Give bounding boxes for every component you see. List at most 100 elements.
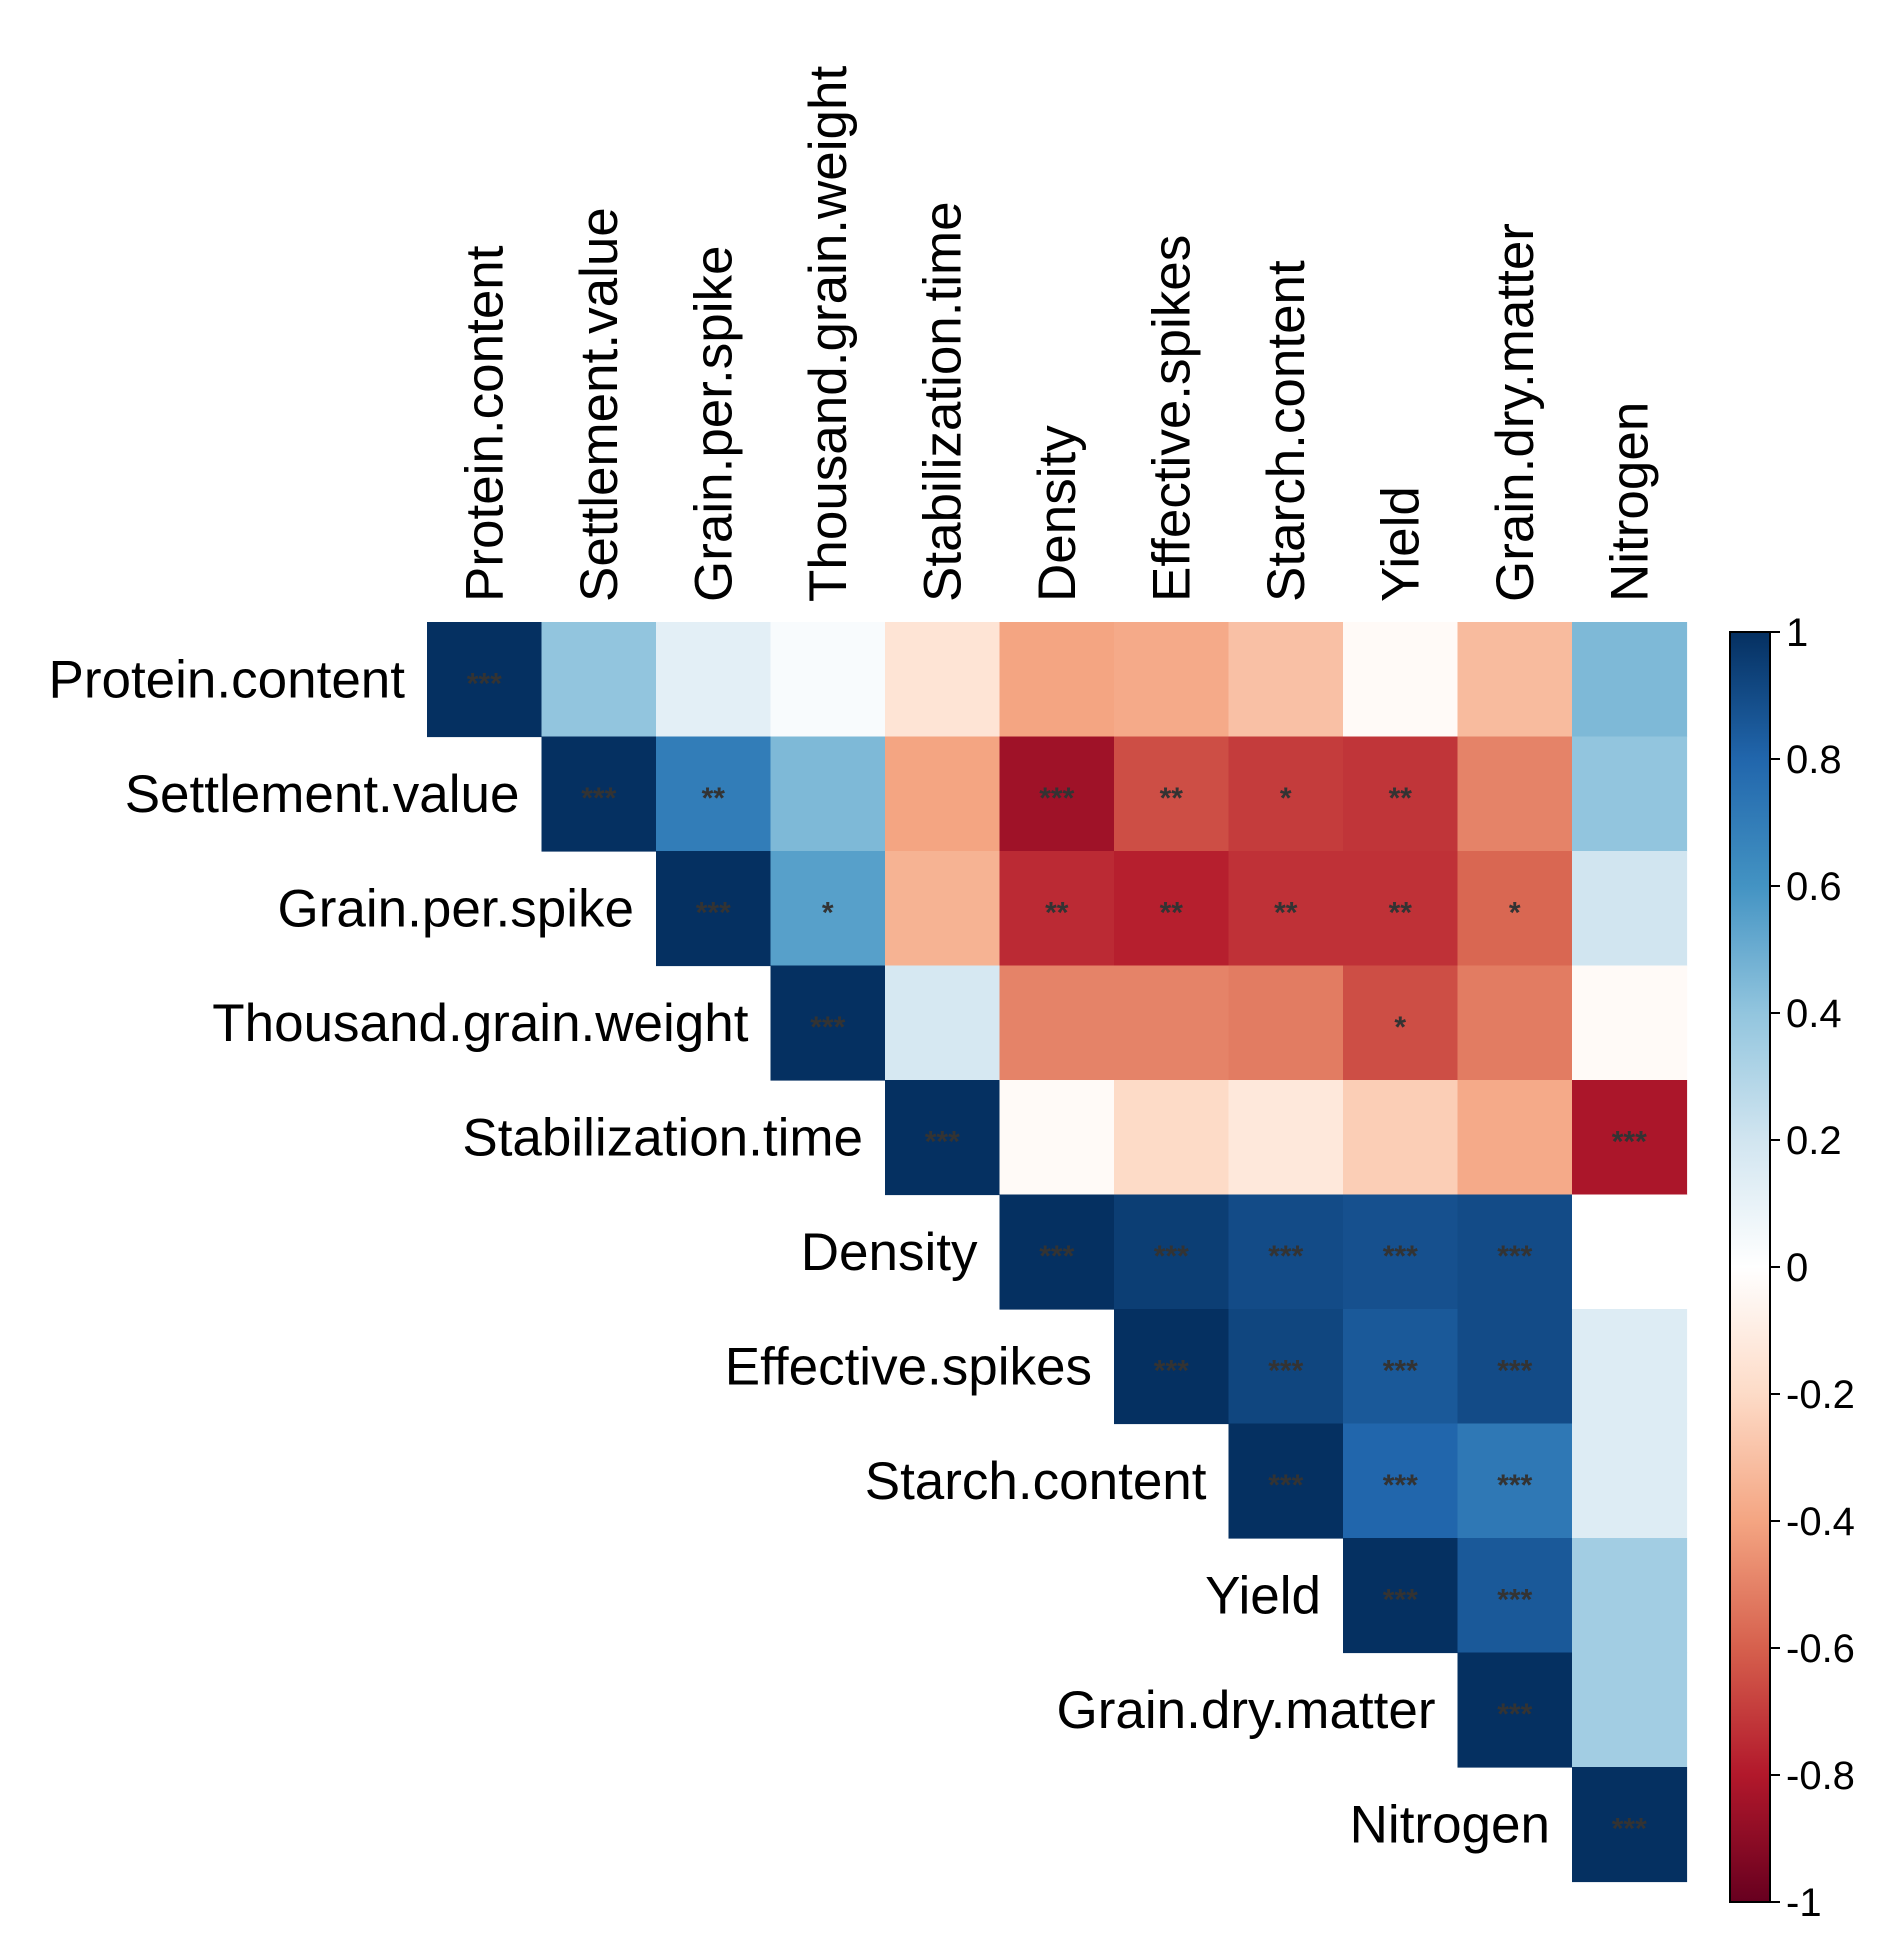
sig-Effective.spikes-Yield: *** [1383,1354,1418,1387]
column-labels: Protein.content Settlement.value Grain.per… [455,65,1659,602]
sig-Effective.spikes-Effective.spikes: *** [1154,1354,1189,1387]
cell-Effective.spikes-Starch.content [1228,1309,1344,1425]
cell-Thousand.grain.weight-Density [999,965,1115,1081]
cell-Grain.per.spike-Starch.content [1228,851,1344,967]
significance-marks: ****** ** *** ** * ***** * ** ** ** ** **** **** ****… [467,667,1647,1845]
cell-Yield-Grain.dry.matter [1457,1538,1573,1654]
col-label-Nitrogen: Nitrogen [1600,402,1659,602]
cell-Protein.content-Yield [1343,622,1459,738]
sig-Starch.content-Grain.dry.matter: *** [1497,1469,1532,1502]
col-label-Settlement.value: Settlement.value [570,207,629,602]
cell-Protein.content-Thousand.grain.weight [770,622,886,738]
row-label-Nitrogen: Nitrogen [1350,1795,1550,1854]
col-label-Starch.content: Starch.content [1257,260,1316,602]
cell-Density-Yield [1343,1194,1459,1310]
cell-Effective.spikes-Nitrogen [1572,1309,1688,1425]
cell-Stabilization.time-Grain.dry.matter [1457,1080,1573,1196]
sig-Grain.per.spike-Starch.content: ** [1274,896,1298,929]
sig-Settlement.value-Grain.per.spike: ** [702,782,726,815]
colorbar-tick-label: 0.2 [1786,1119,1842,1163]
cell-Settlement.value-Density [999,736,1115,852]
cell-Settlement.value-Grain.dry.matter [1457,736,1573,852]
cell-Density-Density [999,1194,1115,1310]
cell-Effective.spikes-Effective.spikes [1114,1309,1230,1425]
sig-Thousand.grain.weight-Thousand.grain.weight: *** [810,1011,845,1044]
cell-Starch.content-Yield [1343,1423,1459,1539]
cell-Protein.content-Starch.content [1228,622,1344,738]
col-label-Yield: Yield [1371,486,1430,602]
col-label-Effective.spikes: Effective.spikes [1142,235,1201,602]
cell-Grain.per.spike-Grain.dry.matter [1457,851,1573,967]
sig-Density-Effective.spikes: *** [1154,1240,1189,1273]
cell-Settlement.value-Stabilization.time [885,736,1001,852]
colorbar-tick-label: -0.2 [1786,1373,1855,1417]
sig-Stabilization.time-Stabilization.time: *** [925,1125,960,1158]
cell-Density-Effective.spikes [1114,1194,1230,1310]
cell-Stabilization.time-Yield [1343,1080,1459,1196]
cell-Protein.content-Grain.per.spike [656,622,772,738]
row-label-Effective.spikes: Effective.spikes [725,1337,1092,1396]
sig-Starch.content-Starch.content: *** [1268,1469,1303,1502]
sig-Yield-Grain.dry.matter: *** [1497,1583,1532,1616]
sig-Settlement.value-Yield: ** [1389,782,1413,815]
row-label-Starch.content: Starch.content [865,1452,1207,1511]
sig-Effective.spikes-Grain.dry.matter: *** [1497,1354,1532,1387]
cell-Grain.per.spike-Yield [1343,851,1459,967]
cell-Thousand.grain.weight-Thousand.grain.weight [770,965,886,1081]
row-labels: Protein.content Settlement.value Grain.per… [48,650,1550,1854]
cell-Nitrogen-Nitrogen [1572,1767,1688,1883]
heatmap-cells [427,622,1688,1883]
cell-Grain.dry.matter-Grain.dry.matter [1457,1652,1573,1768]
cell-Grain.per.spike-Thousand.grain.weight [770,851,886,967]
cell-Settlement.value-Effective.spikes [1114,736,1230,852]
cell-Grain.per.spike-Stabilization.time [885,851,1001,967]
sig-Density-Density: *** [1039,1240,1074,1273]
cell-Starch.content-Nitrogen [1572,1423,1688,1539]
row-label-Grain.dry.matter: Grain.dry.matter [1057,1681,1436,1740]
cell-Density-Starch.content [1228,1194,1344,1310]
colorbar-tick-label: 0.4 [1786,992,1842,1036]
colorbar-tick-label: 0.8 [1786,738,1842,782]
sig-Yield-Yield: *** [1383,1583,1418,1616]
sig-Settlement.value-Starch.content: * [1280,782,1292,815]
sig-Thousand.grain.weight-Yield: * [1394,1011,1406,1044]
sig-Density-Starch.content: *** [1268,1240,1303,1273]
cell-Thousand.grain.weight-Stabilization.time [885,965,1001,1081]
sig-Grain.dry.matter-Grain.dry.matter: *** [1497,1698,1532,1731]
cell-Yield-Nitrogen [1572,1538,1688,1654]
cell-Effective.spikes-Yield [1343,1309,1459,1425]
cell-Settlement.value-Starch.content [1228,736,1344,852]
cell-Thousand.grain.weight-Effective.spikes [1114,965,1230,1081]
cell-Effective.spikes-Grain.dry.matter [1457,1309,1573,1425]
cell-Protein.content-Grain.dry.matter [1457,622,1573,738]
row-label-Thousand.grain.weight: Thousand.grain.weight [212,994,749,1053]
cell-Grain.per.spike-Nitrogen [1572,851,1688,967]
sig-Grain.per.spike-Yield: ** [1389,896,1413,929]
cell-Density-Nitrogen [1572,1194,1688,1310]
row-label-Protein.content: Protein.content [48,650,405,709]
cell-Settlement.value-Settlement.value [541,736,657,852]
sig-Settlement.value-Density: *** [1039,782,1074,815]
cell-Protein.content-Density [999,622,1115,738]
sig-Effective.spikes-Starch.content: *** [1268,1354,1303,1387]
cell-Thousand.grain.weight-Starch.content [1228,965,1344,1081]
row-label-Grain.per.spike: Grain.per.spike [278,879,634,938]
cell-Protein.content-Stabilization.time [885,622,1001,738]
colorbar-tick-label: 0 [1786,1246,1808,1290]
colorbar-tick-label: -0.4 [1786,1500,1855,1544]
sig-Settlement.value-Effective.spikes: ** [1160,782,1184,815]
cell-Protein.content-Settlement.value [541,622,657,738]
row-label-Density: Density [801,1223,978,1282]
cell-Yield-Yield [1343,1538,1459,1654]
col-label-Protein.content: Protein.content [455,245,514,602]
cell-Protein.content-Effective.spikes [1114,622,1230,738]
row-label-Stabilization.time: Stabilization.time [462,1108,863,1167]
colorbar-tick-label: 1 [1786,611,1808,655]
colorbar-tick-label: -0.8 [1786,1754,1855,1798]
colorbar: 1 0.8 0.6 0.4 0.2 0 -0.2 -0.4 -0.6 -0.8 -1 [1729,611,1855,1925]
col-label-Density: Density [1028,425,1087,602]
cell-Stabilization.time-Stabilization.time [885,1080,1001,1196]
colorbar-tick-label: -0.6 [1786,1627,1855,1671]
cell-Settlement.value-Nitrogen [1572,736,1688,852]
